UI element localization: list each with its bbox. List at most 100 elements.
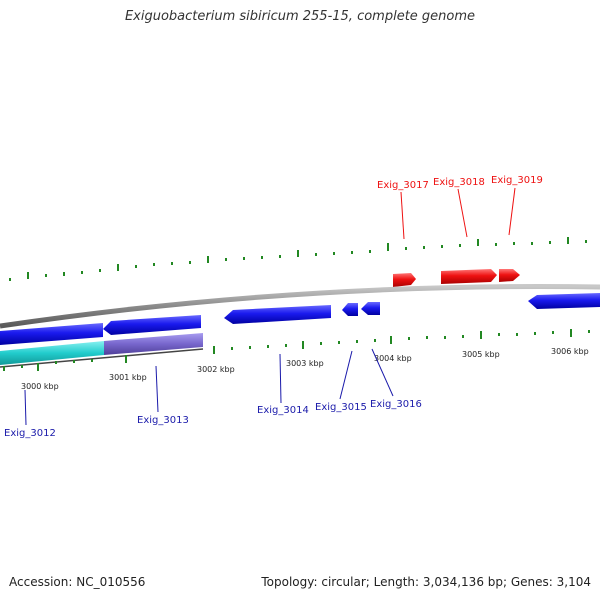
gene-arrow-exig-3012[interactable]: [0, 323, 103, 345]
leader-line-exig-3015: [339, 350, 353, 400]
tick-label-3000: 3000 kbp: [21, 382, 59, 391]
gc-mark: [549, 241, 551, 244]
forward-gene-labels: Exig_3017 Exig_3018 Exig_3019: [377, 175, 543, 191]
gc-mark: [37, 363, 39, 371]
accession-text: Accession: NC_010556: [9, 575, 146, 589]
segment-purple[interactable]: [104, 333, 203, 355]
tick-label-3002: 3002 kbp: [197, 365, 235, 374]
gc-mark: [315, 253, 317, 256]
gc-mark: [333, 252, 335, 255]
gc-mark: [423, 246, 425, 249]
gc-skew-upper-track: [9, 237, 587, 281]
gc-mark: [585, 240, 587, 243]
genome-stats-text: Topology: circular; Length: 3,034,136 bp…: [261, 575, 591, 589]
forward-label-leaders: [400, 187, 516, 240]
tick-label-3005: 3005 kbp: [462, 350, 500, 359]
gc-mark: [285, 344, 287, 347]
gc-mark: [267, 345, 269, 348]
gc-mark: [320, 342, 322, 345]
gc-mark: [231, 347, 233, 350]
feature-segment-track: [0, 333, 204, 368]
segment-baseline: [0, 348, 204, 368]
gene-label-exig-3018[interactable]: Exig_3018: [433, 177, 485, 188]
gene-label-exig-3017[interactable]: Exig_3017: [377, 180, 429, 191]
gc-mark: [225, 258, 227, 261]
gene-arrow-exig-3019[interactable]: [499, 269, 520, 282]
leader-line-exig-3016: [371, 348, 394, 397]
gc-mark: [125, 355, 127, 363]
gc-mark: [297, 250, 299, 257]
gc-mark: [459, 244, 461, 247]
gc-mark: [338, 341, 340, 344]
segment-cyan[interactable]: [0, 341, 104, 365]
tick-label-3003: 3003 kbp: [286, 359, 324, 368]
gc-mark: [249, 346, 251, 349]
scale-tick-labels: 3000 kbp 3001 kbp 3002 kbp 3003 kbp 3004…: [21, 347, 589, 391]
tick-label-3006: 3006 kbp: [551, 347, 589, 356]
gene-label-exig-3015[interactable]: Exig_3015: [315, 402, 367, 413]
gc-mark: [570, 329, 572, 337]
gc-mark: [513, 242, 515, 245]
gene-label-exig-3019[interactable]: Exig_3019: [491, 175, 543, 186]
gc-mark: [279, 255, 281, 258]
gene-label-exig-3012[interactable]: Exig_3012: [4, 428, 56, 439]
gc-mark: [189, 261, 191, 264]
gene-arrow-exig-3013[interactable]: [103, 315, 201, 335]
leader-line-exig-3012: [24, 389, 27, 426]
gene-arrow-exig-3015[interactable]: [342, 303, 358, 316]
leader-line-exig-3017: [400, 191, 405, 240]
gene-label-exig-3014[interactable]: Exig_3014: [257, 405, 309, 416]
leader-line-exig-3019: [508, 187, 516, 236]
gc-mark: [516, 333, 518, 336]
gene-arrow-exig-3018[interactable]: [441, 269, 497, 284]
leader-line-exig-3013: [155, 365, 159, 413]
gc-mark: [531, 242, 533, 245]
gc-skew-lower-track: [3, 329, 590, 371]
gc-mark: [213, 346, 215, 354]
gene-label-exig-3016[interactable]: Exig_3016: [370, 399, 422, 410]
gc-mark: [405, 247, 407, 250]
gc-mark: [117, 264, 119, 271]
gc-mark: [495, 243, 497, 246]
leader-line-exig-3018: [457, 188, 468, 238]
gene-label-exig-3013[interactable]: Exig_3013: [137, 415, 189, 426]
gc-mark: [45, 274, 47, 277]
gc-mark: [426, 336, 428, 339]
reverse-label-leaders: [24, 348, 394, 426]
gc-mark: [153, 263, 155, 266]
forward-strand-track: [393, 269, 520, 287]
gc-mark: [477, 239, 479, 246]
gc-mark: [387, 243, 389, 251]
gc-mark: [408, 337, 410, 340]
gc-mark: [243, 257, 245, 260]
gene-arrow-exig-3017[interactable]: [393, 273, 416, 287]
gc-mark: [534, 332, 536, 335]
tick-label-3004: 3004 kbp: [374, 354, 412, 363]
gc-mark: [73, 360, 75, 363]
gene-arrow-exig-3016[interactable]: [361, 302, 380, 315]
gc-mark: [3, 366, 5, 371]
gc-mark: [462, 335, 464, 338]
gc-mark: [356, 340, 358, 343]
gc-mark: [55, 361, 57, 364]
gene-arrow-exig-3014[interactable]: [224, 305, 331, 324]
gc-mark: [374, 339, 376, 342]
gc-mark: [99, 269, 101, 272]
gc-mark: [135, 265, 137, 268]
gc-mark: [302, 341, 304, 349]
gc-mark: [171, 262, 173, 265]
reverse-strand-track: [0, 293, 600, 345]
gc-mark: [369, 250, 371, 253]
gc-mark: [9, 278, 11, 281]
gc-mark: [498, 333, 500, 336]
gc-mark: [588, 330, 590, 333]
gc-mark: [351, 251, 353, 254]
gc-mark: [21, 365, 23, 368]
gc-mark: [390, 336, 392, 344]
gc-mark: [63, 272, 65, 276]
gc-mark: [567, 237, 569, 244]
gc-mark: [81, 271, 83, 274]
gene-arrow-offscreen-reverse[interactable]: [528, 293, 600, 309]
gc-mark: [91, 359, 93, 362]
